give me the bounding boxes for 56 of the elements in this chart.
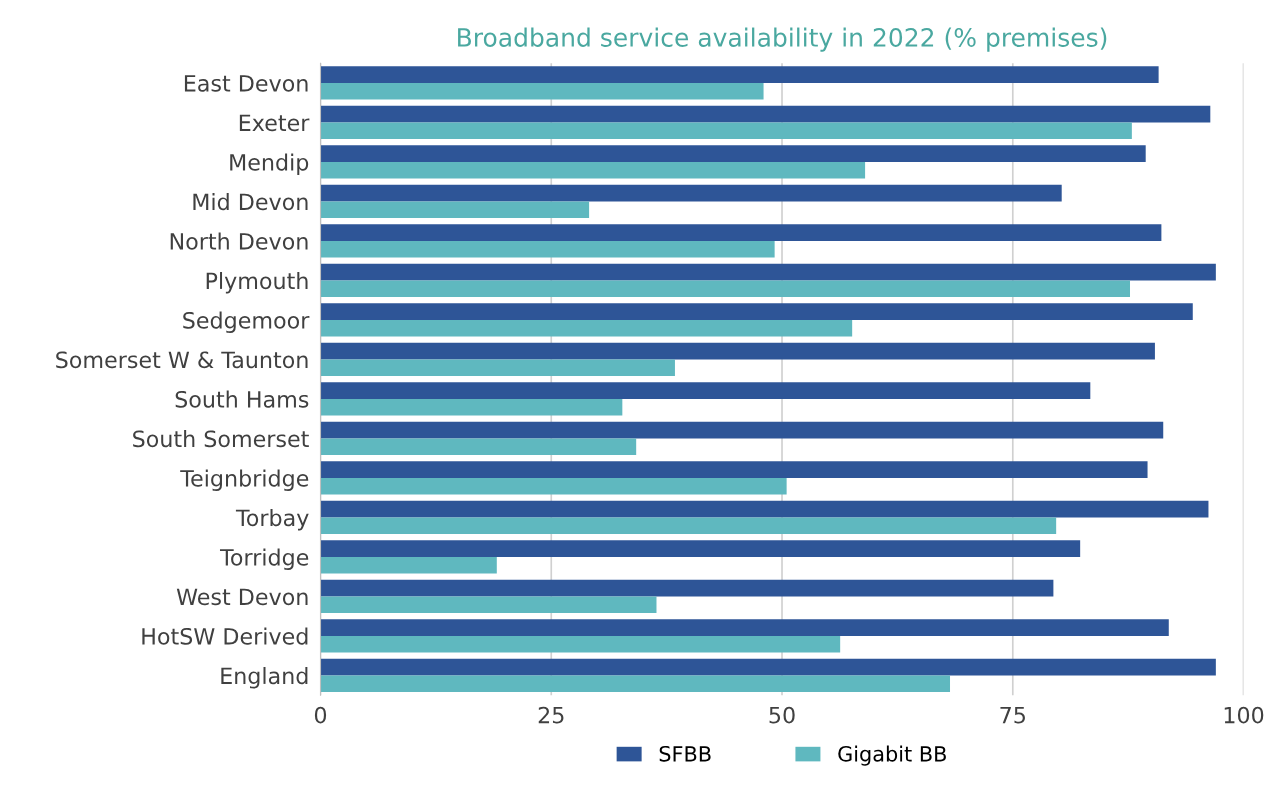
y-tick-label: South Somerset	[133, 430, 309, 448]
y-tick-label: Somerset W & Taunton	[56, 351, 308, 369]
bar	[320, 184, 1062, 202]
bar	[320, 66, 1159, 83]
bar	[320, 421, 1164, 439]
bar	[320, 303, 1193, 320]
chart-title: Broadband service availability in 2022 (% premises)	[458, 27, 1107, 52]
bar	[320, 635, 841, 653]
bar	[320, 319, 853, 337]
y-tick-label: Torridge	[219, 548, 309, 571]
bar	[320, 540, 1081, 557]
y-tick-label: Teignbridge	[180, 469, 309, 492]
y-tick-label: South Hams	[175, 390, 309, 408]
bar	[320, 82, 764, 100]
y-tick-label: Exeter	[239, 114, 310, 132]
bar	[320, 658, 1216, 676]
bar	[320, 201, 590, 219]
y-tick-label: England	[221, 667, 308, 689]
y-tick-label: Torbay	[235, 509, 309, 531]
bar	[320, 145, 1146, 162]
y-tick-label: Mendip	[230, 153, 309, 176]
bar	[320, 342, 1155, 360]
bar	[320, 500, 1209, 518]
bar	[320, 438, 637, 456]
bar	[320, 161, 866, 179]
x-tick-label: 25	[538, 706, 564, 724]
bar	[320, 359, 675, 377]
bar	[320, 477, 787, 495]
bar	[320, 619, 1169, 636]
bar	[320, 517, 1057, 535]
legend-label: Gigabit BB	[838, 745, 946, 766]
bar	[320, 240, 775, 258]
bar	[320, 105, 1211, 123]
bar	[320, 579, 1054, 597]
x-tick-label: 0	[314, 706, 327, 724]
y-tick-label: East Devon	[184, 75, 308, 92]
y-tick-label: HotSW Derived	[142, 627, 308, 645]
bar	[320, 280, 1131, 298]
bar	[320, 122, 1132, 140]
y-tick-label: West Devon	[176, 588, 308, 606]
y-tick-label: Plymouth	[206, 272, 308, 294]
y-tick-label: North Devon	[170, 232, 308, 250]
bar	[320, 224, 1162, 241]
x-tick-label: 100	[1224, 706, 1264, 724]
bar	[320, 556, 497, 574]
bar	[320, 596, 657, 614]
bar	[320, 382, 1091, 399]
bar	[320, 263, 1216, 281]
bar	[320, 461, 1148, 478]
legend-label: SFBB	[659, 745, 711, 762]
x-tick-label: 50	[769, 706, 795, 724]
x-tick-label: 75	[1000, 707, 1025, 724]
y-tick-label: Mid Devon	[193, 193, 308, 211]
bar	[320, 398, 623, 416]
y-tick-label: Sedgemoor	[183, 311, 310, 334]
bar	[320, 675, 951, 693]
